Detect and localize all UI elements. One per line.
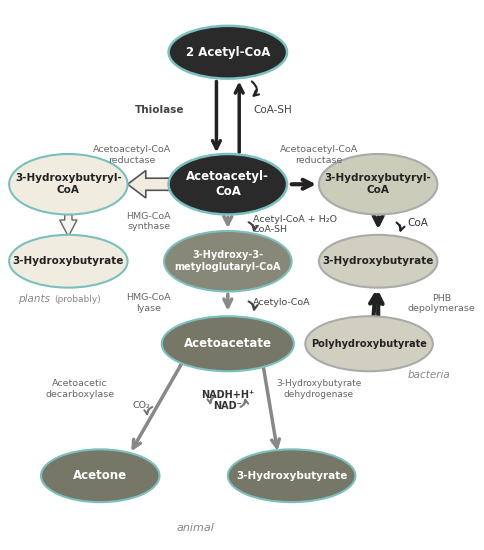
Text: CoA-SH: CoA-SH <box>253 105 292 115</box>
Text: Acetone: Acetone <box>73 469 127 482</box>
Ellipse shape <box>162 316 294 371</box>
Text: Acetylo-CoA: Acetylo-CoA <box>253 298 311 307</box>
Text: CoA-SH: CoA-SH <box>253 225 288 234</box>
Text: 3-Hydroxy-3-
metyloglutaryl-CoA: 3-Hydroxy-3- metyloglutaryl-CoA <box>175 250 281 272</box>
Text: Polyhydroxybutyrate: Polyhydroxybutyrate <box>311 339 427 349</box>
Text: NAD⁻: NAD⁻ <box>213 401 242 411</box>
Text: 3-Hydroxybutyryl-
CoA: 3-Hydroxybutyryl- CoA <box>15 173 121 195</box>
FancyArrow shape <box>60 214 77 236</box>
Text: 3-Hydroxybutyrate
dehydrogenase: 3-Hydroxybutyrate dehydrogenase <box>276 379 362 399</box>
Text: PHB
depolymerase: PHB depolymerase <box>408 294 476 313</box>
Text: plants: plants <box>18 294 50 304</box>
Ellipse shape <box>9 154 128 215</box>
Text: CO₂: CO₂ <box>132 402 150 410</box>
Ellipse shape <box>168 154 287 215</box>
Text: Acetyl-CoA + H₂O: Acetyl-CoA + H₂O <box>253 216 337 224</box>
Ellipse shape <box>9 235 128 288</box>
Text: Thiolase: Thiolase <box>135 105 184 115</box>
Text: Acetoacetyl-CoA
reductase: Acetoacetyl-CoA reductase <box>93 145 171 165</box>
Text: CoA: CoA <box>408 218 429 228</box>
Text: Acetoacetic
decarboxylase: Acetoacetic decarboxylase <box>45 379 114 399</box>
Text: Acetoacetyl-
CoA: Acetoacetyl- CoA <box>186 170 269 198</box>
Text: HMG-CoA
lyase: HMG-CoA lyase <box>126 293 171 313</box>
Ellipse shape <box>319 235 438 288</box>
Text: bacteria: bacteria <box>408 370 451 380</box>
Ellipse shape <box>305 316 433 371</box>
Text: animal: animal <box>177 523 215 533</box>
FancyArrow shape <box>128 170 171 198</box>
Ellipse shape <box>319 154 438 215</box>
Text: 3-Hydroxybutyryl-
CoA: 3-Hydroxybutyryl- CoA <box>325 173 432 195</box>
Text: HMG-CoA
synthase: HMG-CoA synthase <box>126 212 171 232</box>
Text: (probably): (probably) <box>55 295 102 304</box>
Text: Acetoacetyl-CoA
reductase: Acetoacetyl-CoA reductase <box>280 145 358 165</box>
Text: Acetoacetate: Acetoacetate <box>184 337 272 350</box>
Text: 2 Acetyl-CoA: 2 Acetyl-CoA <box>186 46 270 59</box>
Ellipse shape <box>164 231 291 292</box>
Ellipse shape <box>41 449 159 502</box>
Ellipse shape <box>168 26 287 79</box>
Text: NADH+H⁺: NADH+H⁺ <box>201 390 255 400</box>
Text: 3-Hydroxybutyrate: 3-Hydroxybutyrate <box>13 256 124 266</box>
Text: 3-Hydroxybutyrate: 3-Hydroxybutyrate <box>322 256 434 266</box>
Text: 3-Hydroxybutyrate: 3-Hydroxybutyrate <box>236 471 348 481</box>
Ellipse shape <box>228 449 355 502</box>
